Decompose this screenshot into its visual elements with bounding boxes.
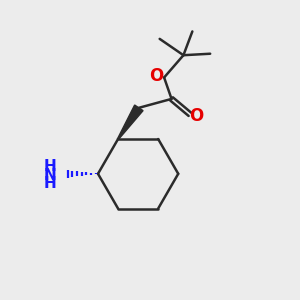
Text: O: O	[149, 67, 164, 85]
Text: N: N	[44, 168, 56, 183]
Polygon shape	[118, 105, 143, 140]
Text: H: H	[44, 159, 56, 174]
Text: H: H	[44, 176, 56, 191]
Text: O: O	[189, 107, 204, 125]
